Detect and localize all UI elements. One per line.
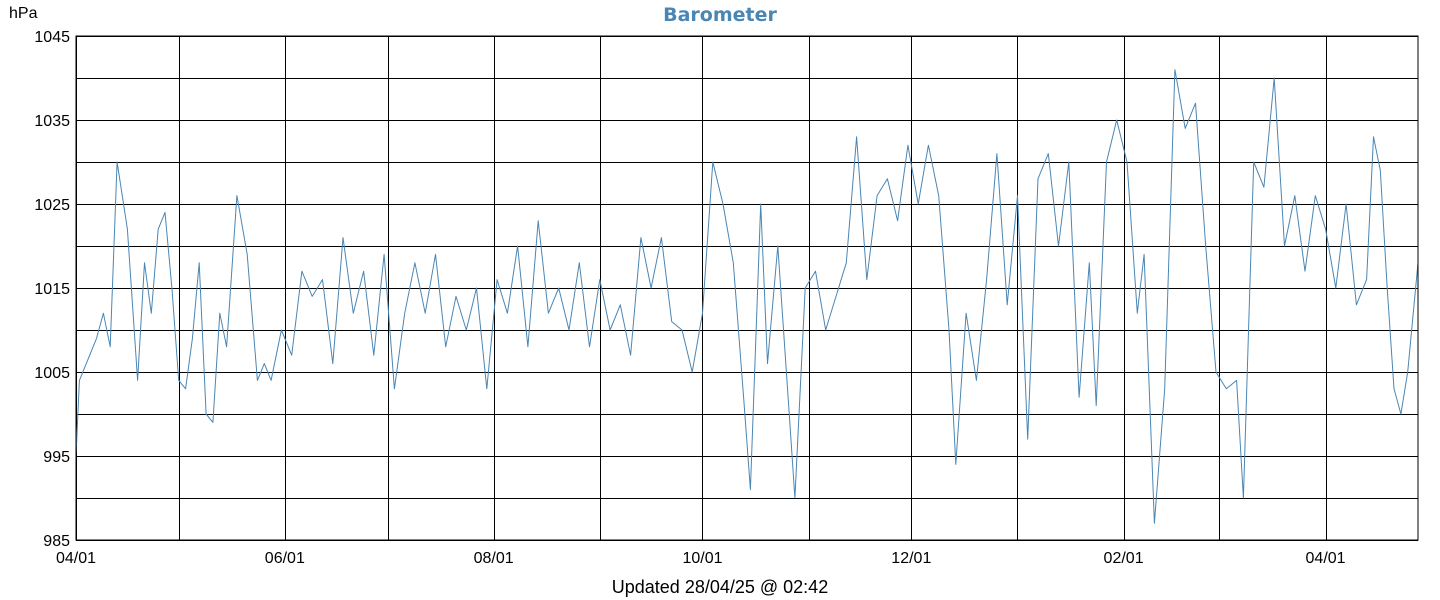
x-tick-label: 04/01 <box>56 550 96 567</box>
y-axis-unit-label: hPa <box>9 5 38 22</box>
x-tick-label: 02/01 <box>1104 550 1144 567</box>
x-tick-label: 04/01 <box>1306 550 1346 567</box>
y-tick-label: 985 <box>43 533 70 550</box>
x-tick-label: 06/01 <box>265 550 305 567</box>
chart-title: Barometer <box>663 4 777 26</box>
y-tick-label: 1005 <box>34 365 70 382</box>
y-tick-label: 995 <box>43 449 70 466</box>
series-line-1 <box>75 69 1419 524</box>
y-tick-label: 1045 <box>34 29 70 46</box>
y-tick-label: 1025 <box>34 197 70 214</box>
x-tick-label: 10/01 <box>682 550 722 567</box>
x-tick-label: 12/01 <box>891 550 931 567</box>
updated-timestamp: Updated 28/04/25 @ 02:42 <box>612 577 828 597</box>
chart-grid <box>76 36 1418 541</box>
y-tick-label: 1035 <box>34 113 70 130</box>
y-axis-ticks: 985 995 1005 1015 1025 1035 1045 <box>34 29 70 550</box>
plot-area-frame <box>75 35 1419 541</box>
x-axis-ticks: 04/01 06/01 08/01 10/01 12/01 02/01 04/01 <box>56 550 1346 567</box>
series-layer <box>75 69 1419 524</box>
x-tick-label: 08/01 <box>474 550 514 567</box>
y-tick-label: 1015 <box>34 281 70 298</box>
